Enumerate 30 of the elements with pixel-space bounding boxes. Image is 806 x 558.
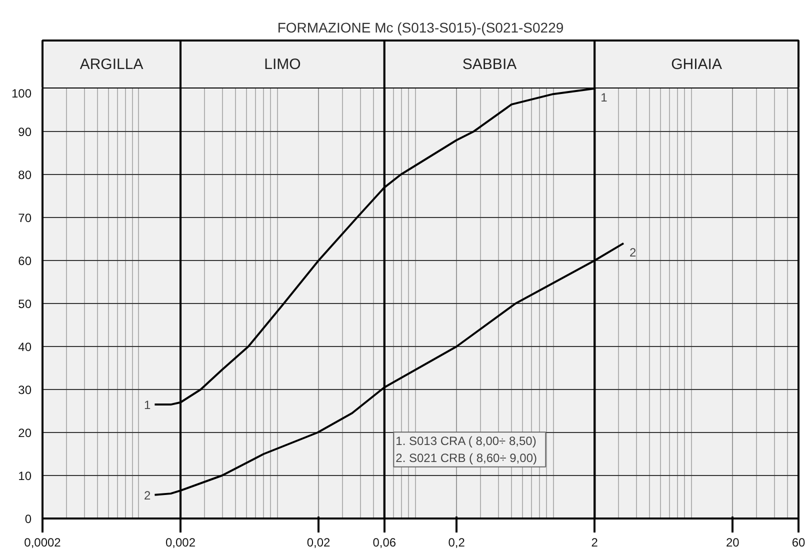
y-tick-label: 60 [18, 254, 32, 268]
y-tick-label: 10 [18, 469, 32, 483]
y-tick-label: 40 [18, 340, 32, 354]
x-tick-label: 2 [591, 536, 598, 550]
x-tick-label: 20 [726, 536, 740, 550]
y-tick-label: 80 [18, 168, 32, 182]
series-label: 2 [144, 488, 152, 502]
y-tick-label: 20 [18, 426, 32, 440]
y-tick-label: 70 [18, 211, 32, 225]
y-tick-label: 100 [11, 86, 32, 100]
x-tick-label: 60 [792, 536, 806, 550]
annotation: 1. S013 CRA ( 8,00÷ 8,50) [396, 434, 536, 448]
text: 2 [630, 245, 636, 260]
band-label: GHIAIA [671, 56, 722, 73]
band-label: SABBIA [462, 56, 517, 73]
x-tick-label: 0,002 [166, 536, 196, 550]
band-label: ARGILLA [80, 56, 144, 73]
x-tick-label: 0,0002 [24, 536, 62, 550]
y-tick-label: 0 [24, 512, 32, 526]
band-label: LIMO [264, 56, 301, 73]
annotation: 2. S021 CRB ( 8,60÷ 9,00) [396, 450, 537, 465]
series-label: 1 [144, 398, 152, 412]
x-tick-label: 0,06 [372, 536, 396, 550]
x-tick-label: 0,2 [448, 536, 466, 550]
y-tick-label: 90 [18, 125, 32, 139]
text: 1 [600, 90, 608, 104]
x-tick-label: 0,02 [306, 536, 331, 550]
y-tick-label: 50 [18, 297, 32, 311]
y-tick-label: 30 [18, 383, 32, 397]
chart-title: FORMAZIONE Mc (S013-S015)-(S021-S0229 [277, 20, 564, 36]
